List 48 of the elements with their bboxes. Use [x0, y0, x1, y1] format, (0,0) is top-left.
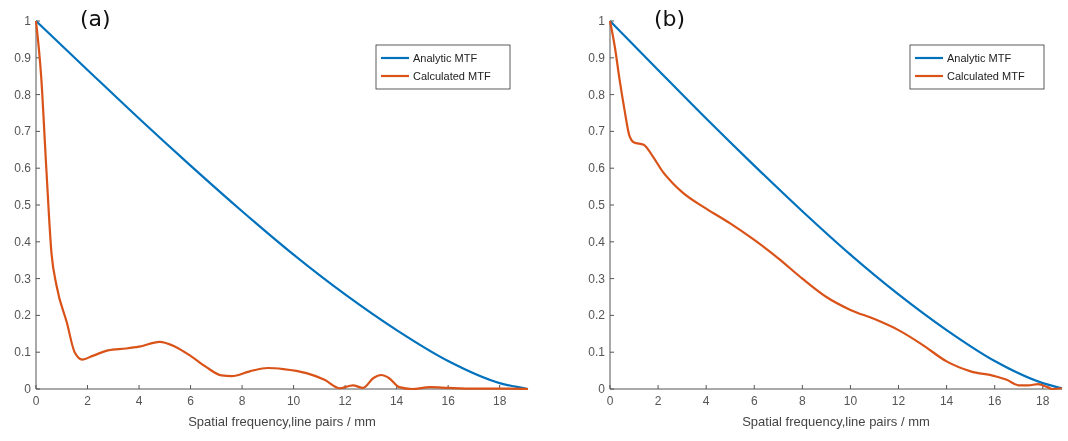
y-tick-label: 0.4: [588, 234, 606, 249]
x-tick-label: 16: [441, 394, 456, 408]
x-tick-label: 8: [238, 394, 246, 408]
y-tick-label: 0.9: [588, 50, 606, 65]
x-tick-label: 14: [389, 394, 404, 408]
x-tick-label: 16: [988, 394, 1002, 408]
y-tick-label: 0.2: [14, 308, 32, 323]
y-tick-label: 0.2: [588, 308, 606, 323]
y-tick-label: 0.5: [14, 198, 32, 212]
x-tick-label: 6: [187, 394, 195, 408]
x-tick-label: 2: [654, 394, 662, 408]
y-tick-label: 0.5: [588, 198, 606, 212]
y-tick-label: 1: [24, 14, 32, 28]
y-tick-label: 0.3: [588, 271, 606, 286]
y-tick-label: 0.7: [588, 124, 606, 139]
x-tick-label: 18: [1036, 394, 1050, 408]
x-tick-label: 12: [338, 394, 353, 408]
y-tick-label: 0.1: [14, 345, 32, 360]
y-tick-label: 0.4: [14, 234, 32, 249]
x-axis-title: Spatial frequency,line pairs / mm: [188, 414, 376, 429]
x-tick-label: 10: [286, 394, 301, 408]
x-tick-label: 10: [843, 394, 858, 408]
x-tick-label: 8: [799, 394, 806, 408]
y-tick-label: 0.6: [588, 161, 606, 176]
y-tick-label: 0.9: [14, 50, 32, 65]
legend-label: Analytic MTF: [947, 52, 1012, 64]
x-tick-label: 2: [84, 394, 92, 408]
x-tick-label: 18: [492, 394, 507, 408]
y-tick-label: 0: [24, 382, 32, 396]
chart-title: (b): [654, 6, 686, 31]
legend-label: Calculated MTF: [413, 70, 491, 82]
x-tick-label: 6: [750, 394, 758, 408]
legend-label: Analytic MTF: [413, 52, 478, 64]
y-tick-label: 0.8: [14, 87, 32, 102]
chart-title: (a): [80, 6, 111, 31]
legend-label: Calculated MTF: [947, 70, 1025, 82]
y-tick-label: 0.8: [588, 87, 606, 102]
x-tick-label: 12: [891, 394, 906, 408]
y-tick-label: 0.3: [14, 271, 32, 286]
y-tick-label: 1: [598, 14, 606, 28]
x-axis-title: Spatial frequency,line pairs / mm: [742, 414, 930, 429]
x-tick-label: 4: [135, 394, 143, 408]
x-tick-label: 14: [939, 394, 954, 408]
y-tick-label: 0.7: [14, 124, 32, 139]
y-tick-label: 0: [598, 382, 606, 396]
y-tick-label: 0.1: [588, 345, 606, 360]
y-tick-label: 0.6: [14, 161, 32, 176]
x-tick-label: 4: [702, 394, 710, 408]
